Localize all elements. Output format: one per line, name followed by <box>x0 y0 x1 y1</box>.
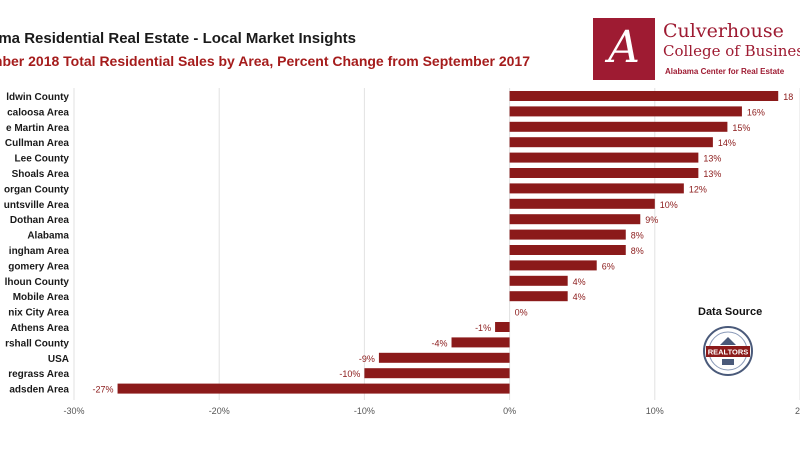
category-label: ldwin County <box>6 92 69 103</box>
x-tick-label: -30% <box>63 406 84 416</box>
chart-title: ama Residential Real Estate - Local Mark… <box>0 30 356 47</box>
data-label: 4% <box>573 277 586 287</box>
bar <box>509 245 626 255</box>
x-tick-label: 0% <box>503 406 516 416</box>
x-tick-label: 10% <box>646 406 664 416</box>
bar <box>509 106 742 117</box>
data-label: 0% <box>515 308 528 318</box>
category-label: USA <box>48 354 69 365</box>
data-label: 4% <box>573 292 586 302</box>
bar <box>495 322 510 332</box>
bar <box>509 152 699 163</box>
data-label: 10% <box>660 200 678 210</box>
data-label: -9% <box>359 354 375 364</box>
category-label: lhoun County <box>5 277 70 288</box>
realtors-badge-icon: REALTORS <box>703 326 753 376</box>
category-label: gomery Area <box>8 261 69 272</box>
data-label: -10% <box>339 369 360 379</box>
bar <box>509 168 699 178</box>
data-label: 18 <box>783 92 793 102</box>
culverhouse-logo: A Culverhouse College of Business Alabam… <box>593 18 800 80</box>
data-label: -4% <box>432 338 448 348</box>
category-label: e Martin Area <box>6 123 69 134</box>
data-label: -1% <box>475 323 491 333</box>
data-label: 14% <box>718 138 736 148</box>
data-label: 9% <box>645 215 658 225</box>
bar <box>509 91 779 101</box>
category-label: regrass Area <box>8 369 69 380</box>
category-label: ingham Area <box>9 246 70 257</box>
category-label: caloosa Area <box>7 107 69 118</box>
bar <box>117 383 510 394</box>
x-tick-label: -20% <box>209 406 230 416</box>
data-label: -27% <box>93 385 114 395</box>
category-label: Shoals Area <box>12 169 70 180</box>
data-label: 8% <box>631 246 644 256</box>
category-label: Lee County <box>15 154 70 165</box>
x-tick-label: -10% <box>354 406 375 416</box>
category-label: Mobile Area <box>13 292 70 303</box>
logo-line-2: College of Business <box>663 42 800 60</box>
bar <box>509 260 597 271</box>
data-label: 8% <box>631 231 644 241</box>
category-label: nix City Area <box>8 308 69 319</box>
bar <box>509 275 568 286</box>
chart-subtitle: mber 2018 Total Residential Sales by Are… <box>0 53 530 69</box>
bar <box>509 291 568 302</box>
data-source-label: Data Source <box>698 306 763 318</box>
bar <box>509 121 728 132</box>
x-tick-label: 20 <box>795 406 800 416</box>
category-label: Athens Area <box>10 323 69 334</box>
category-label: organ County <box>4 184 69 195</box>
bar <box>378 352 510 363</box>
category-label: Cullman Area <box>5 138 70 149</box>
bar <box>451 337 510 348</box>
logo-letter: A <box>608 22 640 73</box>
category-label: Dothan Area <box>10 215 70 226</box>
bar <box>509 183 684 194</box>
logo-line-1: Culverhouse <box>663 20 784 42</box>
category-label: adsden Area <box>9 385 69 396</box>
data-label: 16% <box>747 107 765 117</box>
logo-line-3: Alabama Center for Real Estate <box>665 67 785 76</box>
category-label: untsville Area <box>4 200 70 211</box>
data-label: 15% <box>732 123 750 133</box>
bar <box>509 137 713 148</box>
realtors-badge-text: REALTORS <box>708 348 749 357</box>
data-label: 13% <box>703 169 721 179</box>
category-label: Alabama <box>27 231 69 242</box>
data-label: 12% <box>689 184 707 194</box>
alabama-a-icon: A <box>593 18 655 80</box>
bar <box>509 214 641 225</box>
bar <box>509 229 626 240</box>
bar <box>509 198 655 209</box>
data-label: 6% <box>602 261 615 271</box>
data-label: 13% <box>703 154 721 164</box>
bar <box>364 368 510 379</box>
category-label: rshall County <box>5 338 69 349</box>
